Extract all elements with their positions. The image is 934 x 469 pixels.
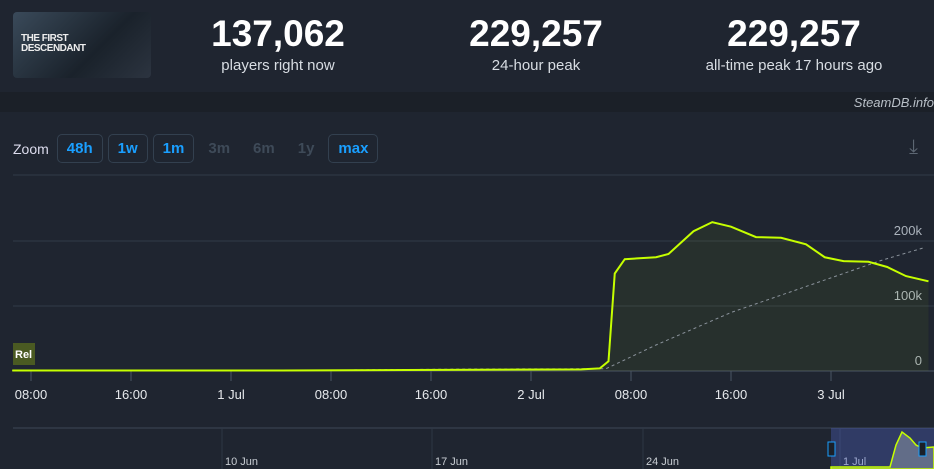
release-flag[interactable] <box>13 343 35 365</box>
zoom-max-button[interactable]: max <box>328 134 379 163</box>
navigator-label: 24 Jun <box>646 456 679 468</box>
stat-all-time-peak: 229,257 all-time peak 17 hours ago <box>674 13 914 75</box>
navigator-handle[interactable] <box>918 441 927 457</box>
zoom-48h-button[interactable]: 48h <box>56 134 103 163</box>
x-tick-label: 2 Jul <box>517 387 545 402</box>
stat-label: all-time peak 17 hours ago <box>705 57 883 74</box>
x-tick-label: 16:00 <box>115 387 148 402</box>
steamdb-credit[interactable]: SteamDB.info <box>853 95 934 110</box>
navigator-label: 17 Jun <box>435 456 468 468</box>
y-tick-label: 100k <box>894 288 923 303</box>
stat-current: 137,062 players right now <box>158 13 398 75</box>
y-tick-label: 0 <box>915 353 922 368</box>
game-capsule-image[interactable]: THE FIRST DESCENDANT <box>13 12 151 78</box>
x-tick-label: 08:00 <box>615 387 648 402</box>
zoom-3m-button: 3m <box>208 140 231 157</box>
x-tick-label: 16:00 <box>415 387 448 402</box>
zoom-1y-button: 1y <box>297 140 315 157</box>
stat-label: players right now <box>221 57 335 74</box>
zoom-controls: Zoom 48h 1w 1m 3m 6m 1y max <box>13 134 379 163</box>
stat-value: 137,062 <box>211 13 345 54</box>
stat-label: 24-hour peak <box>491 57 581 74</box>
game-logo: THE FIRST DESCENDANT <box>21 33 86 54</box>
series-area <box>12 222 929 371</box>
x-tick-label: 1 Jul <box>217 387 245 402</box>
zoom-1w-button[interactable]: 1w <box>107 134 148 163</box>
x-tick-label: 08:00 <box>15 387 48 402</box>
navigator-handle[interactable] <box>827 441 836 457</box>
stat-value: 229,257 <box>727 13 861 54</box>
zoom-1m-button[interactable]: 1m <box>152 134 195 163</box>
navigator-selection[interactable] <box>831 428 934 469</box>
navigator-label: 1 Jul <box>843 456 866 468</box>
navigator-series <box>830 430 934 469</box>
zoom-6m-button: 6m <box>253 140 275 157</box>
zoom-label: Zoom <box>13 140 49 157</box>
y-tick-label: 200k <box>894 223 923 238</box>
stat-value: 229,257 <box>469 13 603 54</box>
header: THE FIRST DESCENDANT 137,062 players right… <box>0 0 934 92</box>
stat-24h-peak: 229,257 24-hour peak <box>416 13 656 75</box>
x-tick-label: 08:00 <box>315 387 348 402</box>
x-tick-label: 16:00 <box>715 387 748 402</box>
navigator-label: 10 Jun <box>225 456 258 468</box>
series-players-line <box>12 221 929 372</box>
chart-panel: Zoom 48h 1w 1m 3m 6m 1y max ⤓ <box>0 112 934 469</box>
download-icon[interactable]: ⤓ <box>909 136 918 158</box>
x-tick-label: 3 Jul <box>817 387 845 402</box>
release-flag-label: Rel <box>15 349 32 361</box>
